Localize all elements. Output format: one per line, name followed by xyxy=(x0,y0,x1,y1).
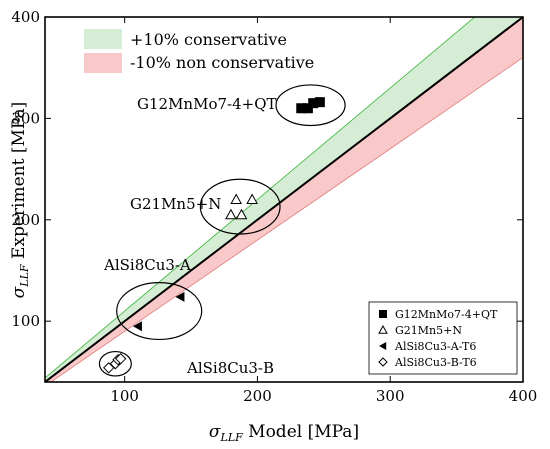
y-tick-label: 100 xyxy=(11,312,40,330)
x-tick-label: 300 xyxy=(376,387,405,405)
points-layer xyxy=(103,97,325,374)
legend-marker-g12mnmo7-4-qt xyxy=(379,310,387,318)
legend-marker-alsi8cu3-b-t6 xyxy=(378,357,388,367)
point-g12mnmo7-4-qt xyxy=(314,97,325,108)
legend-swatch-plus-band xyxy=(84,29,122,49)
group-ellipse-alsi8cu3-a xyxy=(116,282,203,341)
annotation-g21mn5: G21Mn5+N xyxy=(130,195,221,213)
x-tick-label: 400 xyxy=(509,387,538,405)
x-axis-label: σLLF Model [MPa] xyxy=(209,422,359,444)
point-g21mn5-n xyxy=(235,208,248,220)
series-legend: G12MnMo7-4+QT G21Mn5+N AlSi8Cu3-A-T6 AlS… xyxy=(368,301,518,375)
y-tick-label: 200 xyxy=(11,211,40,229)
group-ellipse-alsi8cu3-b xyxy=(98,350,132,377)
legend-marker-g21mn5-n xyxy=(378,324,388,334)
ticks-layer: 100 200 300 400 100 200 300 400 xyxy=(11,8,537,405)
annotation-alsi8cu3-b: AlSi8Cu3-B xyxy=(186,359,274,377)
band-legend: +10% conservative -10% non conservative xyxy=(84,29,314,73)
point-g12mnmo7-4-qt xyxy=(296,103,307,114)
legend-label-alsi8cu3-b: AlSi8Cu3-B-T6 xyxy=(394,356,477,369)
point-alsi8cu3-b-t6 xyxy=(114,352,127,365)
band-edge-minus xyxy=(50,57,523,382)
legend-label-alsi8cu3-a: AlSi8Cu3-A-T6 xyxy=(394,340,476,353)
legend-label-g21mn5: G21Mn5+N xyxy=(395,324,462,337)
point-alsi8cu3-a-t6 xyxy=(132,321,142,332)
legend-label-minus-band: -10% non conservative xyxy=(130,53,314,72)
point-g12mnmo7-4-qt xyxy=(308,98,319,109)
series-legend-box xyxy=(368,301,518,375)
x-tick-label: 100 xyxy=(110,387,139,405)
point-g21mn5-n xyxy=(246,193,258,204)
group-ellipse-g12mnmo7-4-qt xyxy=(275,84,346,127)
y-tick-label: 300 xyxy=(11,109,40,127)
y-axis-label: σLLF Experiment [MPa] xyxy=(9,102,31,299)
point-g21mn5-n xyxy=(230,193,243,204)
annotation-g12mnmo7: G12MnMo7-4+QT xyxy=(137,95,277,113)
y-tick-label: 400 xyxy=(11,8,40,26)
reference-line-layer xyxy=(45,17,523,382)
legend-label-g12mnmo7: G12MnMo7-4+QT xyxy=(395,308,498,321)
point-g12mnmo7-4-qt xyxy=(302,103,313,114)
ellipses-layer xyxy=(98,84,346,377)
x-tick-label: 200 xyxy=(243,387,272,405)
point-g21mn5-n xyxy=(225,208,237,220)
plot-frame xyxy=(44,16,524,383)
annotation-alsi8cu3-a: AlSi8Cu3-A xyxy=(103,256,191,274)
group-ellipse-g21mn5-n xyxy=(199,178,281,235)
legend-label-plus-band: +10% conservative xyxy=(130,30,287,49)
legend-marker-alsi8cu3-a-t6 xyxy=(379,342,387,350)
reference-line xyxy=(45,17,523,382)
band-edge-plus xyxy=(45,17,476,379)
point-alsi8cu3-a-t6 xyxy=(175,291,185,302)
legend-swatch-minus-band xyxy=(84,53,122,73)
